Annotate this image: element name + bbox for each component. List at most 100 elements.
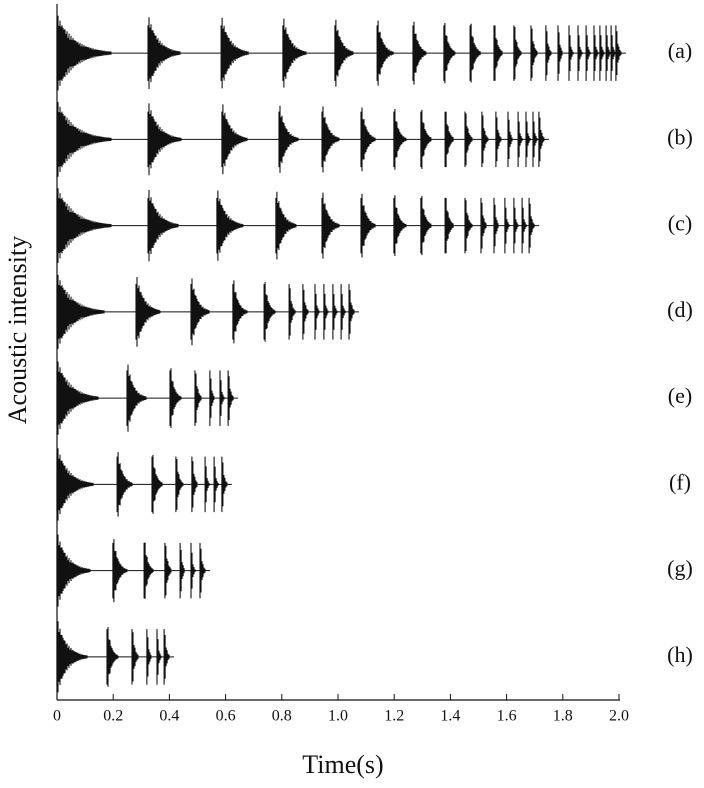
impact bbox=[521, 197, 527, 254]
impact bbox=[360, 193, 376, 258]
impact bbox=[599, 25, 605, 81]
impact bbox=[190, 278, 210, 346]
impact bbox=[56, 448, 94, 521]
impact bbox=[334, 19, 354, 87]
impact bbox=[568, 25, 574, 81]
impact bbox=[480, 197, 487, 254]
impact bbox=[464, 197, 473, 254]
impact bbox=[507, 111, 513, 168]
impact bbox=[278, 105, 299, 173]
impact bbox=[232, 280, 248, 344]
x-tick-label: 0 bbox=[53, 708, 61, 725]
x-tick-label: 1.0 bbox=[328, 708, 348, 725]
impact bbox=[221, 104, 248, 175]
impact bbox=[147, 189, 179, 262]
impact bbox=[469, 23, 481, 83]
impact bbox=[585, 25, 591, 81]
impact bbox=[610, 25, 616, 81]
impact bbox=[175, 456, 184, 513]
impact bbox=[615, 25, 622, 81]
x-tick-label: 2.0 bbox=[609, 708, 629, 725]
impact bbox=[221, 456, 228, 513]
impact bbox=[314, 284, 320, 340]
impact bbox=[593, 25, 599, 81]
impact bbox=[220, 17, 249, 89]
impact bbox=[444, 197, 454, 254]
impact bbox=[56, 188, 112, 263]
impact bbox=[131, 629, 139, 685]
impact bbox=[56, 102, 112, 177]
impact bbox=[332, 284, 338, 340]
impact bbox=[360, 107, 376, 172]
x-tick-label: 1.6 bbox=[497, 708, 517, 725]
impact bbox=[191, 456, 198, 513]
impact bbox=[525, 111, 531, 168]
impact bbox=[190, 542, 196, 599]
impact bbox=[393, 195, 407, 256]
x-axis-label: Time(s) bbox=[302, 750, 383, 779]
impact bbox=[156, 629, 162, 685]
impact bbox=[376, 20, 394, 86]
impact bbox=[151, 455, 163, 514]
impact bbox=[513, 25, 522, 81]
series-label: (d) bbox=[667, 297, 693, 322]
impact bbox=[143, 542, 154, 599]
impact bbox=[263, 282, 276, 342]
impact bbox=[216, 190, 244, 261]
impact bbox=[163, 629, 170, 685]
impact bbox=[179, 542, 185, 599]
impact bbox=[56, 15, 112, 91]
impact bbox=[321, 106, 340, 173]
impact bbox=[213, 456, 219, 513]
impact bbox=[302, 284, 309, 340]
impact bbox=[464, 111, 473, 168]
impact bbox=[219, 370, 225, 426]
x-tick-label: 0.6 bbox=[216, 708, 236, 725]
y-axis-label: Acoustic intensity bbox=[3, 236, 32, 424]
impact bbox=[443, 23, 456, 84]
impact bbox=[321, 192, 340, 259]
impact bbox=[56, 361, 99, 435]
series-label: (h) bbox=[667, 642, 693, 667]
impact bbox=[126, 364, 147, 432]
series-label: (b) bbox=[667, 124, 693, 149]
impact bbox=[517, 111, 523, 168]
impact bbox=[493, 197, 499, 254]
impact bbox=[147, 103, 182, 176]
impact bbox=[204, 456, 210, 513]
impact bbox=[577, 25, 583, 81]
x-tick-label: 1.4 bbox=[440, 708, 460, 725]
impact bbox=[106, 627, 119, 687]
impact bbox=[481, 111, 489, 168]
impact bbox=[444, 111, 454, 168]
impact bbox=[275, 191, 297, 260]
impact bbox=[209, 370, 215, 426]
impact bbox=[340, 284, 346, 340]
impact bbox=[412, 21, 427, 85]
impact bbox=[348, 284, 355, 340]
impact bbox=[605, 25, 611, 81]
impact bbox=[56, 534, 91, 607]
impact bbox=[393, 109, 407, 170]
series-label: (c) bbox=[668, 211, 692, 236]
impact bbox=[164, 542, 172, 599]
impact bbox=[288, 284, 296, 340]
x-tick-label: 0.2 bbox=[103, 708, 123, 725]
impact bbox=[323, 284, 329, 340]
series-label: (g) bbox=[667, 556, 693, 581]
impact bbox=[545, 25, 552, 81]
impact bbox=[493, 25, 503, 81]
impact bbox=[420, 196, 432, 256]
x-tick-label: 1.2 bbox=[384, 708, 404, 725]
impact bbox=[169, 368, 182, 428]
impact bbox=[528, 197, 535, 254]
impact bbox=[112, 539, 128, 603]
impact bbox=[557, 25, 563, 81]
series-label: (f) bbox=[669, 469, 691, 494]
impact bbox=[532, 111, 538, 168]
impact bbox=[56, 274, 105, 349]
impact bbox=[420, 109, 432, 169]
impact bbox=[147, 17, 181, 89]
impact bbox=[513, 197, 519, 254]
